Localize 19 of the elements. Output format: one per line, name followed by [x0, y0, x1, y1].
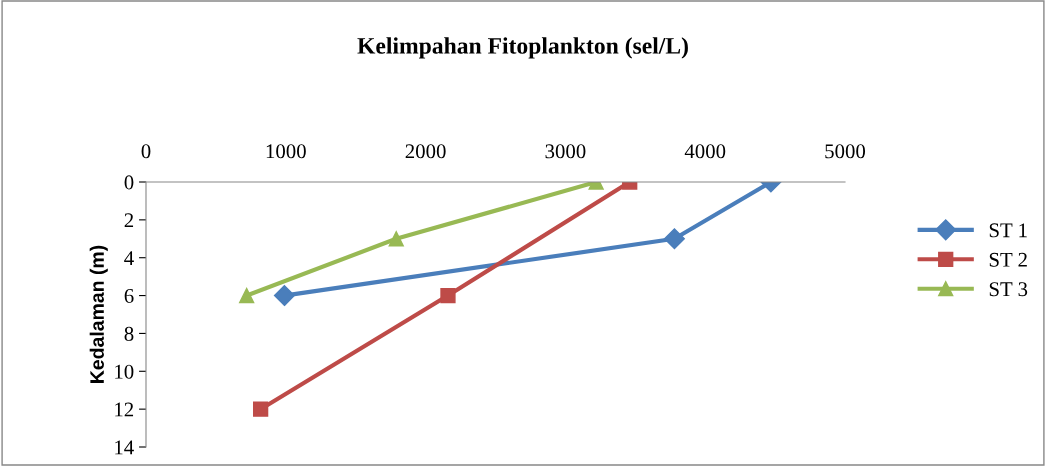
chart-title: Kelimpahan Fitoplankton (sel/L) — [357, 37, 688, 59]
x-tick-label: 5000 — [825, 144, 866, 159]
x-tick-label: 2000 — [405, 144, 446, 159]
legend-label: ST 2 — [989, 252, 1027, 267]
y-tick-label: 10 — [115, 364, 134, 379]
y-tick-label: 0 — [124, 175, 134, 190]
legend-label: ST 1 — [989, 223, 1027, 238]
y-tick-label: 4 — [124, 251, 134, 265]
legend-label: ST 3 — [989, 282, 1028, 297]
y-tick-label: 2 — [124, 213, 134, 228]
y-tick-label: 14 — [115, 440, 134, 455]
y-tick-label: 12 — [115, 402, 134, 417]
y-axis-title: Kedalaman (m) — [89, 245, 108, 383]
x-tick-label: 4000 — [684, 144, 726, 159]
x-tick-label: 1000 — [266, 144, 306, 159]
x-tick-label: 0 — [141, 144, 151, 159]
y-tick-label: 6 — [124, 289, 134, 303]
y-tick-label: 8 — [124, 326, 134, 341]
x-tick-label: 3000 — [545, 144, 586, 159]
